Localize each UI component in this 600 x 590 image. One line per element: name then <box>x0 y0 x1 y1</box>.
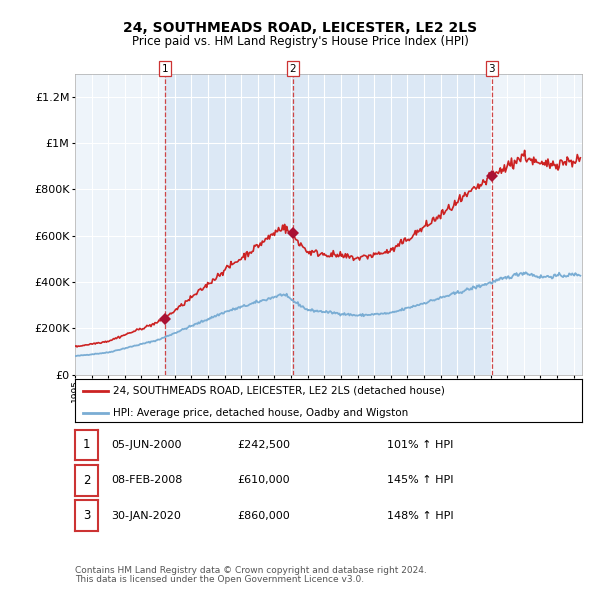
Text: £610,000: £610,000 <box>237 476 290 485</box>
Text: This data is licensed under the Open Government Licence v3.0.: This data is licensed under the Open Gov… <box>75 575 364 584</box>
Text: 30-JAN-2020: 30-JAN-2020 <box>111 511 181 520</box>
Text: 101% ↑ HPI: 101% ↑ HPI <box>387 440 454 450</box>
Text: 3: 3 <box>83 509 90 522</box>
Text: 05-JUN-2000: 05-JUN-2000 <box>111 440 182 450</box>
Text: 08-FEB-2008: 08-FEB-2008 <box>111 476 182 485</box>
Text: 2: 2 <box>289 64 296 74</box>
Text: 3: 3 <box>488 64 495 74</box>
Text: Price paid vs. HM Land Registry's House Price Index (HPI): Price paid vs. HM Land Registry's House … <box>131 35 469 48</box>
Text: £242,500: £242,500 <box>237 440 290 450</box>
Text: 2: 2 <box>83 474 90 487</box>
Text: Contains HM Land Registry data © Crown copyright and database right 2024.: Contains HM Land Registry data © Crown c… <box>75 566 427 575</box>
Text: 1: 1 <box>83 438 90 451</box>
Text: 148% ↑ HPI: 148% ↑ HPI <box>387 511 454 520</box>
Text: 145% ↑ HPI: 145% ↑ HPI <box>387 476 454 485</box>
Text: HPI: Average price, detached house, Oadby and Wigston: HPI: Average price, detached house, Oadb… <box>113 408 408 418</box>
Text: £860,000: £860,000 <box>237 511 290 520</box>
Text: 1: 1 <box>162 64 169 74</box>
Text: 24, SOUTHMEADS ROAD, LEICESTER, LE2 2LS: 24, SOUTHMEADS ROAD, LEICESTER, LE2 2LS <box>123 21 477 35</box>
Bar <box>165 74 293 375</box>
Bar <box>293 74 492 375</box>
Text: 24, SOUTHMEADS ROAD, LEICESTER, LE2 2LS (detached house): 24, SOUTHMEADS ROAD, LEICESTER, LE2 2LS … <box>113 386 445 396</box>
